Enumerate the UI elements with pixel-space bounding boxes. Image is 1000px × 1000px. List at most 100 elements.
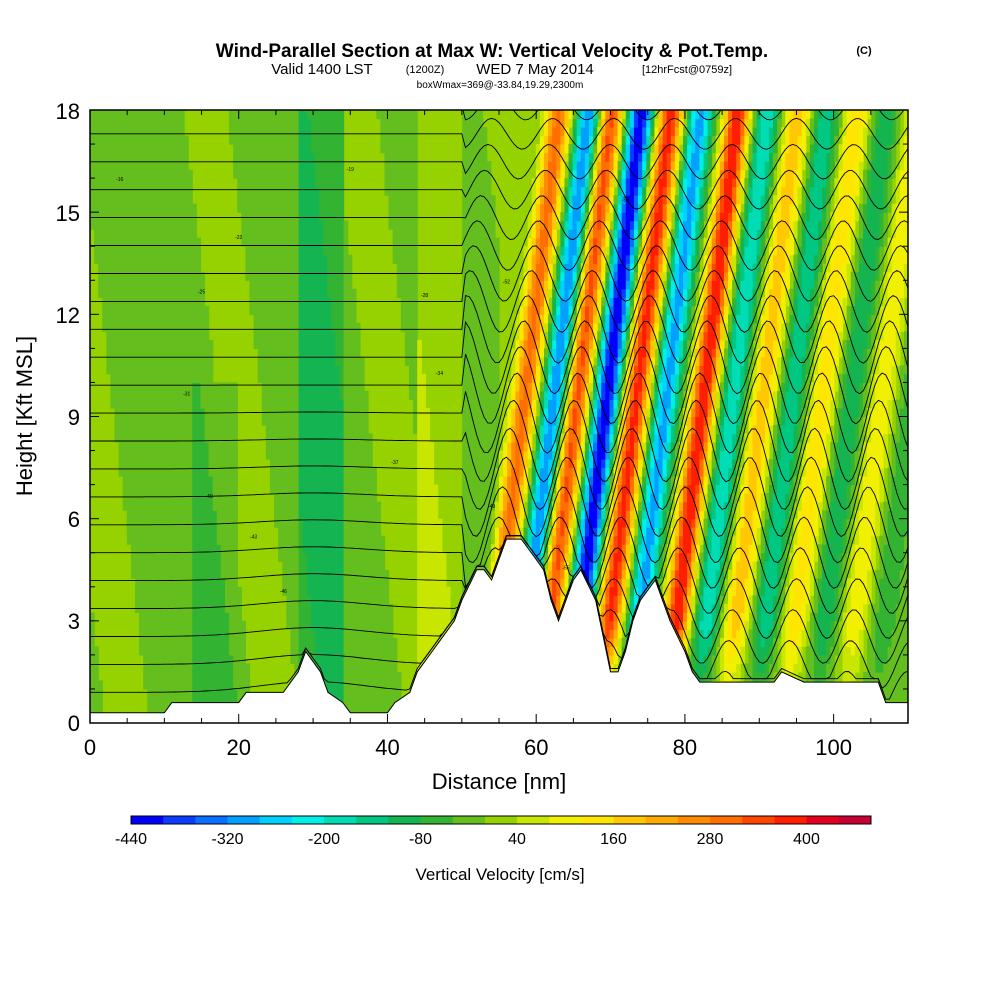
- velocity-cell: [175, 203, 181, 213]
- velocity-cell: [163, 680, 169, 690]
- velocity-cell: [511, 390, 516, 401]
- velocity-cell: [470, 501, 476, 511]
- velocity-cell: [192, 637, 197, 647]
- velocity-cell: [171, 373, 177, 384]
- velocity-cell: [351, 527, 357, 537]
- velocity-cell: [470, 314, 476, 324]
- velocity-cell: [331, 595, 336, 605]
- velocity-cell: [98, 203, 103, 213]
- velocity-cell: [143, 459, 148, 469]
- velocity-cell: [261, 186, 267, 196]
- velocity-cell: [184, 382, 189, 392]
- velocity-cell: [175, 135, 181, 145]
- velocity-cell: [319, 237, 324, 247]
- velocity-cell: [233, 161, 238, 171]
- velocity-cell: [171, 425, 177, 435]
- velocity-cell: [134, 127, 140, 137]
- velocity-cell: [396, 135, 402, 145]
- velocity-cell: [466, 365, 471, 375]
- velocity-cell: [110, 280, 116, 290]
- velocity-cell: [229, 569, 234, 579]
- velocity-cell: [368, 527, 373, 537]
- velocity-cell: [376, 544, 381, 554]
- velocity-cell: [163, 254, 169, 264]
- velocity-cell: [188, 407, 193, 418]
- velocity-cell: [298, 467, 304, 477]
- velocity-cell: [257, 348, 263, 358]
- velocity-cell: [486, 407, 492, 418]
- velocity-cell: [143, 110, 148, 120]
- velocity-cell: [139, 442, 144, 452]
- velocity-cell: [102, 288, 107, 298]
- velocity-cell: [319, 382, 324, 392]
- velocity-cell: [216, 544, 222, 554]
- velocity-cell: [306, 510, 312, 520]
- velocity-cell: [229, 476, 234, 486]
- velocity-cell: [216, 425, 222, 435]
- velocity-cell: [179, 195, 185, 205]
- velocity-cell: [335, 339, 341, 349]
- velocity-cell: [364, 399, 369, 409]
- velocity-cell: [237, 603, 242, 613]
- velocity-cell: [339, 178, 345, 188]
- velocity-cell: [130, 459, 136, 469]
- velocity-cell: [339, 467, 345, 477]
- velocity-cell: [323, 246, 328, 256]
- velocity-cell: [347, 348, 353, 358]
- velocity-cell: [179, 663, 185, 673]
- velocity-cell: [130, 186, 136, 196]
- velocity-cell: [188, 552, 193, 562]
- velocity-cell: [229, 127, 234, 137]
- velocity-cell: [147, 527, 152, 537]
- velocity-cell: [94, 705, 99, 716]
- velocity-cell: [319, 195, 324, 205]
- velocity-cell: [290, 229, 296, 239]
- velocity-cell: [102, 161, 107, 171]
- velocity-cell: [302, 127, 308, 137]
- velocity-cell: [188, 561, 193, 571]
- velocity-cell: [245, 220, 251, 230]
- velocity-cell: [196, 518, 202, 528]
- velocity-cell: [490, 433, 496, 443]
- velocity-cell: [253, 118, 259, 128]
- velocity-cell: [286, 390, 292, 401]
- velocity-cell: [404, 118, 410, 128]
- velocity-cell: [302, 450, 308, 460]
- velocity-cell: [155, 476, 161, 486]
- velocity-cell: [470, 118, 476, 128]
- velocity-cell: [310, 603, 316, 613]
- velocity-cell: [286, 493, 292, 503]
- velocity-cell: [421, 646, 426, 656]
- velocity-cell: [490, 407, 496, 418]
- velocity-cell: [192, 501, 197, 511]
- velocity-cell: [188, 297, 193, 307]
- velocity-cell: [429, 535, 435, 545]
- velocity-cell: [192, 442, 197, 452]
- velocity-cell: [175, 195, 181, 205]
- velocity-cell: [331, 603, 336, 613]
- velocity-cell: [200, 671, 206, 682]
- velocity-cell: [466, 220, 471, 230]
- velocity-cell: [327, 161, 332, 171]
- velocity-cell: [171, 697, 177, 707]
- velocity-cell: [200, 646, 206, 656]
- velocity-cell: [417, 356, 422, 367]
- velocity-cell: [188, 467, 193, 477]
- velocity-cell: [331, 365, 336, 375]
- velocity-cell: [179, 314, 185, 324]
- velocity-cell: [314, 118, 320, 128]
- velocity-cell: [282, 152, 287, 162]
- velocity-cell: [286, 442, 292, 452]
- velocity-cell: [351, 671, 357, 682]
- velocity-cell: [196, 603, 202, 613]
- velocity-cell: [110, 322, 116, 332]
- velocity-cell: [482, 467, 488, 477]
- velocity-cell: [151, 510, 157, 520]
- velocity-cell: [351, 646, 357, 656]
- velocity-cell: [155, 314, 161, 324]
- velocity-cell: [310, 442, 316, 452]
- velocity-cell: [122, 484, 128, 494]
- velocity-cell: [306, 637, 312, 647]
- velocity-cell: [139, 484, 144, 494]
- velocity-cell: [474, 203, 480, 213]
